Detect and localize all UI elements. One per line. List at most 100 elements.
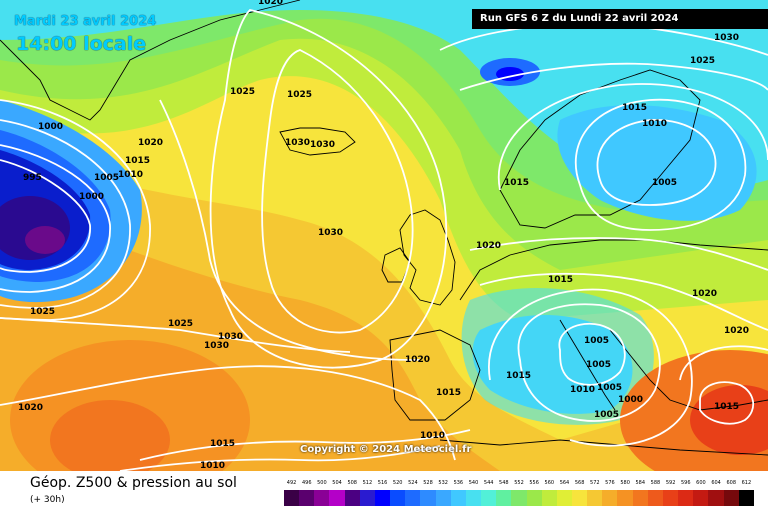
isobar-low-1 (0, 144, 111, 293)
isobar-1025-ne (459, 62, 768, 91)
scale-swatch (450, 490, 466, 506)
scale-swatch (496, 490, 512, 506)
pressure-label: 1010 (118, 170, 143, 180)
scale-label: 504 (332, 480, 342, 486)
scale-swatch (359, 490, 375, 506)
scale-label: 508 (347, 480, 357, 486)
pressure-label: 1010 (420, 431, 445, 441)
forecast-local-time: 14:00 locale (16, 33, 147, 55)
isobar-1015-cont (479, 272, 768, 331)
field-warm-sw-core (50, 400, 170, 471)
iceland-coast (279, 127, 356, 156)
scale-swatch (571, 490, 588, 506)
legend-footer: Géop. Z500 & pression au sol (+ 30h) 492… (0, 471, 768, 512)
pressure-label: 1015 (125, 156, 150, 166)
scale-swatch (541, 490, 557, 506)
scale-label: 600 (696, 480, 706, 486)
scale-label: 536 (453, 480, 464, 486)
scale-swatch (465, 490, 482, 506)
scale-label: 516 (377, 480, 388, 486)
scale-label: 496 (301, 480, 312, 486)
scale-label: 548 (499, 480, 509, 486)
scale-swatch (617, 490, 633, 506)
pressure-label: 1025 (230, 87, 255, 97)
pressure-label: 1020 (692, 289, 717, 299)
scale-label: 580 (620, 480, 630, 486)
pressure-label: 1030 (204, 341, 229, 351)
forecast-date: Mardi 23 avril 2024 (14, 14, 157, 29)
isobar-central-low-3 (488, 288, 693, 447)
scale-swatch (390, 490, 406, 506)
scale-swatch (481, 490, 497, 506)
greenland-coast (0, 0, 301, 121)
pressure-label: 1015 (210, 439, 235, 449)
scale-swatch (693, 490, 709, 506)
scale-swatch (511, 490, 527, 506)
scale-swatch (556, 490, 572, 506)
scale-label: 604 (711, 480, 721, 486)
isobar-1015-s (139, 429, 471, 461)
scale-swatch (587, 490, 603, 506)
isobar-high-atl-2 (209, 9, 448, 369)
scale-swatch (723, 490, 739, 506)
scale-swatch (526, 490, 542, 506)
pressure-label: 1020 (476, 241, 501, 251)
pressure-label: 1005 (594, 410, 619, 420)
scale-label: 532 (438, 480, 448, 486)
scale-label: 520 (392, 480, 403, 486)
scale-swatch (708, 490, 724, 506)
pressure-label: 1015 (714, 402, 739, 412)
scale-label: 588 (650, 480, 661, 486)
isobar-high-atl-1 (261, 49, 414, 334)
scale-label: 560 (544, 480, 555, 486)
scale-swatch (678, 490, 694, 506)
color-scale-bar (284, 490, 754, 506)
balkan-coast (609, 329, 768, 411)
pressure-label: 1030 (218, 332, 243, 342)
field-warm-se-core (690, 385, 768, 455)
pressure-label: 1025 (690, 56, 715, 66)
scale-label: 592 (665, 480, 676, 486)
pressure-label: 1025 (30, 307, 55, 317)
isobar-1020-cont (469, 237, 768, 271)
isobar-se-high-1 (699, 381, 754, 425)
scale-swatch (405, 490, 421, 506)
scale-label: 584 (635, 480, 646, 486)
isobar-low-2 (0, 119, 131, 309)
field-cyan-central (461, 288, 654, 425)
scale-label: 500 (317, 480, 327, 486)
pressure-label: 1030 (318, 228, 343, 238)
scale-swatch (435, 490, 451, 506)
scale-swatch (314, 490, 330, 506)
isobar-1020-west (159, 99, 421, 361)
pressure-label: 1010 (200, 461, 225, 471)
scale-label: 572 (590, 480, 600, 486)
british-isles-coast (399, 209, 456, 306)
north-africa-coast (439, 439, 768, 456)
scale-label: 556 (529, 480, 539, 486)
isobar-central-low-2 (517, 303, 661, 422)
pressure-label: 1030 (310, 140, 335, 150)
scale-swatch (284, 490, 300, 506)
scale-label: 492 (286, 480, 297, 486)
pressure-label: 1020 (405, 355, 430, 365)
pressure-label: 1015 (504, 178, 529, 188)
scale-swatch (738, 490, 754, 506)
field-low-center (25, 226, 65, 254)
pressure-label: 995 (23, 173, 42, 183)
scale-label: 524 (408, 480, 418, 486)
iberia-coast (389, 329, 481, 421)
scale-label: 576 (605, 480, 615, 486)
pressure-label: 1025 (168, 319, 193, 329)
pressure-label: 1015 (548, 275, 573, 285)
pressure-label: 1000 (79, 192, 104, 202)
scale-label: 612 (741, 480, 752, 486)
pressure-label: 1005 (597, 383, 622, 393)
scale-label: 512 (362, 480, 373, 486)
isobar-scand-low-1 (596, 119, 717, 206)
legend-subtitle: (+ 30h) (30, 495, 65, 505)
color-scale-labels: 492 496 500 504 508 512 516 520 524 528 532 536 540 5… (284, 480, 754, 489)
pressure-label: 1005 (94, 173, 119, 183)
